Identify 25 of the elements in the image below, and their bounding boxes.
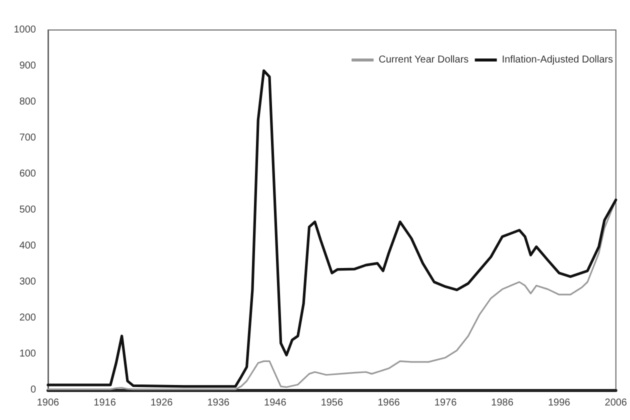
- x-tick-label: 1996: [548, 398, 571, 408]
- y-tick-label: 100: [19, 348, 36, 360]
- legend-label: Inflation-Adjusted Dollars: [502, 54, 614, 66]
- legend-label: Current Year Dollars: [378, 54, 469, 66]
- line-series: [46, 69, 618, 388]
- x-tick-label: 1916: [94, 398, 116, 408]
- y-tick-label: 200: [19, 312, 36, 324]
- x-tick-label: 1966: [378, 398, 400, 408]
- x-tick-label: 2006: [604, 398, 628, 408]
- x-tick-label: 1926: [150, 398, 174, 408]
- y-tick-label: 600: [19, 168, 36, 180]
- x-tick-label: 1936: [207, 398, 230, 408]
- x-tick-label: 1986: [491, 398, 514, 408]
- y-tick-label: 400: [19, 240, 36, 252]
- x-tick-label: 1956: [320, 398, 344, 408]
- y-tick-label: 500: [19, 204, 36, 216]
- y-tick-label: 900: [19, 60, 36, 72]
- x-tick-label: 1976: [434, 398, 458, 408]
- x-tick-label: 1946: [264, 398, 287, 408]
- y-tick-label: 1000: [14, 24, 36, 36]
- x-tick-label: 1906: [36, 398, 60, 408]
- y-tick-label: 800: [19, 96, 36, 108]
- y-tick-label: 700: [19, 132, 36, 144]
- y-tick-label: 0: [30, 384, 36, 396]
- y-tick-label: 300: [19, 276, 36, 288]
